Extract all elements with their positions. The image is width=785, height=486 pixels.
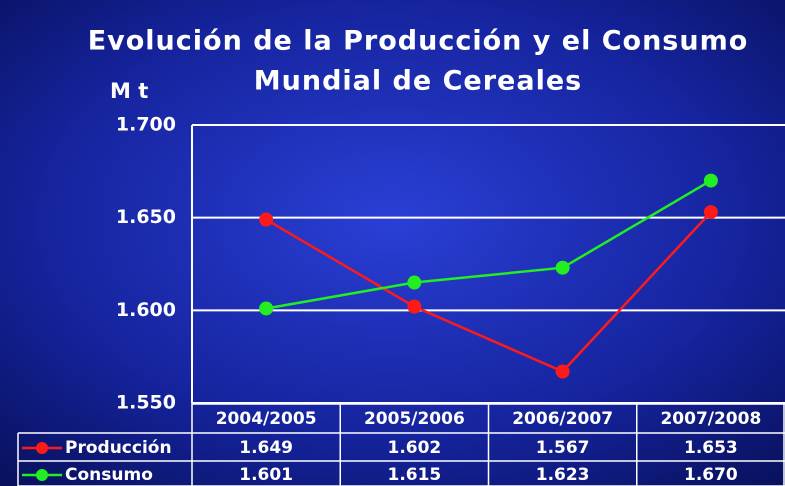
point bbox=[555, 364, 570, 379]
y-tick-label: 1.650 bbox=[116, 206, 176, 228]
point bbox=[703, 173, 718, 188]
point bbox=[407, 275, 422, 290]
point bbox=[259, 301, 274, 316]
table-value: 1.601 bbox=[239, 465, 293, 485]
table-value: 1.623 bbox=[536, 465, 590, 485]
y-tick-label: 1.600 bbox=[116, 299, 176, 321]
legend-marker bbox=[36, 469, 48, 481]
x-tick-label: 2007/2008 bbox=[660, 409, 761, 429]
y-tick-label: 1.550 bbox=[116, 392, 176, 414]
table-value: 1.670 bbox=[684, 465, 738, 485]
series-line bbox=[265, 211, 712, 373]
table-value: 1.602 bbox=[387, 438, 441, 458]
legend-label: Producción bbox=[65, 438, 172, 458]
legend-label: Consumo bbox=[65, 465, 153, 485]
legend-marker bbox=[36, 442, 48, 454]
table-value: 1.567 bbox=[536, 438, 590, 458]
table-value: 1.649 bbox=[239, 438, 293, 458]
x-tick-label: 2004/2005 bbox=[216, 409, 317, 429]
x-tick-label: 2006/2007 bbox=[512, 409, 613, 429]
point bbox=[259, 212, 274, 227]
series-line bbox=[265, 179, 712, 310]
chart-title: Evolución de la Producción y el Consumo bbox=[88, 26, 749, 57]
x-tick-label: 2005/2006 bbox=[364, 409, 465, 429]
point bbox=[407, 299, 422, 314]
chart-title: Mundial de Cereales bbox=[254, 66, 582, 97]
table-value: 1.615 bbox=[387, 465, 441, 485]
table-value: 1.653 bbox=[684, 438, 738, 458]
y-axis-label: M t bbox=[110, 79, 148, 103]
point bbox=[555, 260, 570, 275]
y-tick-label: 1.700 bbox=[116, 114, 176, 136]
point bbox=[703, 205, 718, 220]
